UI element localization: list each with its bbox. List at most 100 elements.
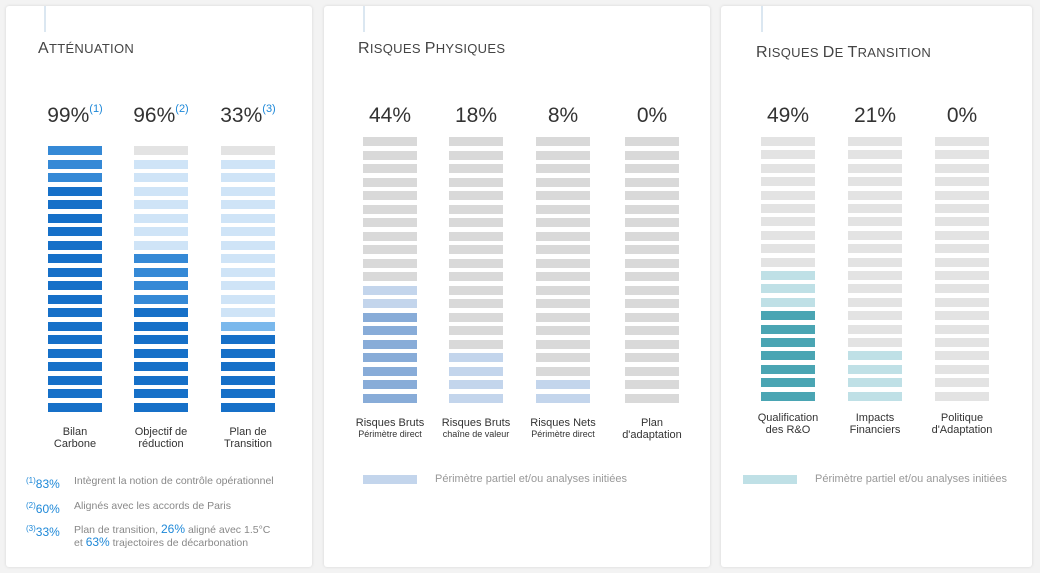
bar-segment bbox=[761, 150, 815, 160]
panel-attenuation: ATTÉNUATION 99%(1) Bilan Carbone 96%(2) O… bbox=[6, 6, 312, 567]
bar-segment bbox=[48, 159, 102, 169]
bar-segment bbox=[221, 321, 275, 331]
bar-segment bbox=[363, 177, 417, 187]
bar-segment bbox=[363, 299, 417, 308]
bar-segment bbox=[935, 311, 989, 321]
bar-segment bbox=[134, 254, 188, 263]
bar-segment bbox=[449, 137, 503, 146]
bar-segment bbox=[48, 146, 102, 155]
column-label: Risques Bruts chaîne de valeur bbox=[441, 417, 511, 439]
bar-segment bbox=[134, 348, 188, 358]
bar-segment bbox=[935, 190, 989, 200]
bar-segment bbox=[761, 297, 815, 307]
bar-segment bbox=[449, 380, 503, 389]
bar-segment bbox=[935, 257, 989, 267]
bar-segment bbox=[48, 173, 102, 182]
bar-segment bbox=[536, 137, 590, 146]
bar-segment bbox=[625, 137, 679, 146]
bar-segment bbox=[449, 150, 503, 160]
legend-swatch bbox=[743, 475, 797, 484]
bar-segment bbox=[134, 267, 188, 277]
bar-segment bbox=[848, 391, 902, 401]
bar-segment bbox=[363, 218, 417, 227]
bar-segment bbox=[134, 213, 188, 223]
bar-segment bbox=[625, 339, 679, 349]
percent-value: 0% bbox=[946, 104, 978, 127]
bar-segment bbox=[48, 227, 102, 236]
bar-segment bbox=[363, 191, 417, 200]
bar-segment bbox=[536, 312, 590, 322]
bar-segment bbox=[449, 177, 503, 187]
bar-segment bbox=[848, 311, 902, 321]
bar-segment bbox=[625, 177, 679, 187]
bar-segment bbox=[134, 321, 188, 331]
bar-segment bbox=[221, 308, 275, 317]
bar-segment bbox=[48, 389, 102, 398]
bar-segment bbox=[449, 339, 503, 349]
bar-segment bbox=[134, 240, 188, 250]
bar-segment bbox=[363, 150, 417, 160]
panel-title: ATTÉNUATION bbox=[38, 40, 135, 57]
bar-segment bbox=[761, 217, 815, 227]
bar-segment bbox=[48, 402, 102, 412]
bar-segment bbox=[134, 281, 188, 290]
bar-segment bbox=[134, 308, 188, 317]
bar-segment bbox=[363, 164, 417, 173]
bar-segment bbox=[761, 391, 815, 401]
bar-segment bbox=[221, 294, 275, 304]
percent-value: 18% bbox=[454, 104, 498, 127]
bar-segment bbox=[48, 308, 102, 317]
bar-segment bbox=[761, 137, 815, 146]
bar-segment bbox=[935, 163, 989, 173]
bar-segment bbox=[221, 173, 275, 182]
bar-segment bbox=[363, 258, 417, 268]
bar-segment bbox=[48, 281, 102, 290]
bar-segment bbox=[449, 164, 503, 173]
bar-segment bbox=[761, 244, 815, 254]
bar-segment bbox=[848, 204, 902, 213]
panel-risques-transition: RISQUES DE TRANSITION 49% Qualification d… bbox=[721, 6, 1032, 567]
bar-segment bbox=[363, 285, 417, 295]
bar-segment bbox=[363, 393, 417, 403]
bar-segment bbox=[848, 190, 902, 200]
bar-segment bbox=[363, 272, 417, 281]
bar-segment bbox=[449, 245, 503, 254]
bar-segment bbox=[761, 364, 815, 374]
bar-segment bbox=[761, 163, 815, 173]
column-label: Politique d'Adaptation bbox=[931, 412, 993, 436]
bar-segment bbox=[449, 258, 503, 268]
bar-segment bbox=[363, 245, 417, 254]
bar-segment bbox=[363, 339, 417, 349]
bar-segment bbox=[625, 258, 679, 268]
bar-segment bbox=[449, 204, 503, 214]
bar-segment bbox=[935, 364, 989, 374]
column-label: Qualification des R&O bbox=[757, 412, 819, 436]
bar-segment bbox=[935, 338, 989, 347]
bar-segment bbox=[221, 159, 275, 169]
bar-segment bbox=[848, 230, 902, 240]
bar-segment bbox=[449, 312, 503, 322]
bar-segment bbox=[536, 177, 590, 187]
bar-segment bbox=[761, 190, 815, 200]
bar-segment bbox=[625, 245, 679, 254]
bar-segment bbox=[221, 254, 275, 263]
bar-segment bbox=[761, 257, 815, 267]
bar-segment bbox=[536, 231, 590, 241]
bar-segment bbox=[848, 257, 902, 267]
bar-segment bbox=[935, 177, 989, 187]
bar-segment bbox=[761, 204, 815, 213]
bar-segment bbox=[625, 218, 679, 227]
column-label: Objectif de réduction bbox=[134, 426, 188, 450]
bar-segment bbox=[449, 326, 503, 335]
bar-segment bbox=[761, 230, 815, 240]
bar-segment bbox=[848, 177, 902, 187]
bar-segment bbox=[48, 321, 102, 331]
panel-accent bbox=[44, 6, 46, 32]
bar-segment bbox=[848, 150, 902, 160]
bar-segment bbox=[134, 173, 188, 182]
footnote-2: (2)60% Alignés avec les accords de Paris bbox=[26, 500, 231, 516]
footnote-3: (3)33% Plan de transition, 26% aligné av… bbox=[26, 522, 271, 549]
bar-segment bbox=[536, 218, 590, 227]
bar-segment bbox=[48, 348, 102, 358]
bar-segment bbox=[935, 271, 989, 280]
